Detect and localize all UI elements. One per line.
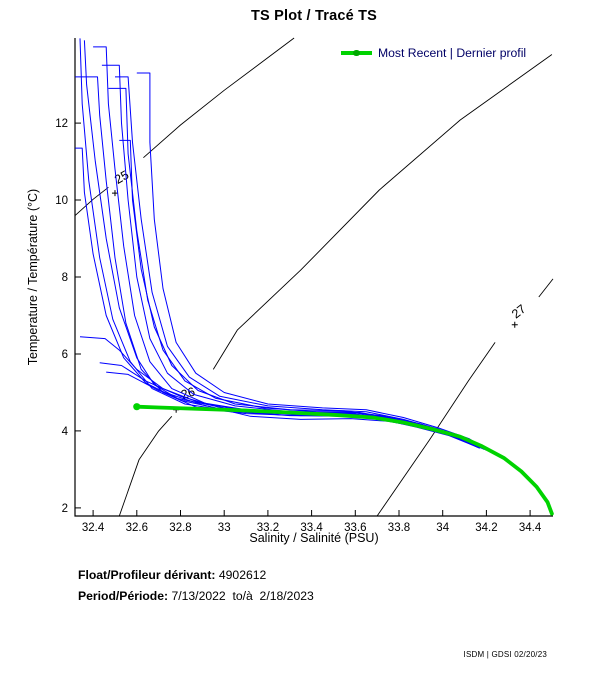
- x-tick-label: 33.4: [300, 522, 323, 534]
- x-tick-label: 33.2: [257, 522, 279, 534]
- x-tick-label: 32.8: [169, 522, 191, 534]
- isopycnal-27-label: 27: [509, 302, 529, 322]
- axis-lines: [74, 38, 553, 517]
- x-tick-label: 33: [218, 522, 231, 534]
- float-id-value: 4902612: [215, 568, 267, 582]
- isopycnal-25-line: [143, 37, 295, 159]
- period-line: Period/Période: 7/13/2022 to/à 2/18/2023: [78, 589, 314, 603]
- x-tick-label: 33.6: [344, 522, 366, 534]
- isopycnal-27-line: [538, 278, 554, 298]
- profile-line: [108, 87, 485, 450]
- watermark: ISDM | GDSI 02/20/23: [463, 650, 547, 659]
- x-axis-label: Salinity / Salinité (PSU): [249, 531, 379, 545]
- most-recent-line: [134, 404, 554, 516]
- most-recent-start-marker: [133, 403, 141, 411]
- float-id-label: Float/Profileur dérivant:: [78, 568, 216, 582]
- profile-line: [115, 76, 487, 451]
- isopycnal-27-plus: [511, 321, 518, 328]
- float-id-line: Float/Profileur dérivant: 4902612: [78, 568, 314, 582]
- profile-line: [75, 147, 470, 443]
- legend: Most Recent | Dernier profil: [341, 45, 526, 61]
- footer: Float/Profileur dérivant: 4902612 Period…: [78, 568, 314, 610]
- profile-line: [75, 76, 483, 449]
- profile-line: [79, 336, 481, 448]
- profile-line: [119, 139, 483, 449]
- profile-line: [83, 40, 476, 447]
- isopycnal-26-line: [212, 54, 553, 370]
- isopycnal-27-line: [376, 342, 496, 517]
- profile-line: [99, 362, 474, 445]
- isopycnal-25-line: [74, 186, 109, 216]
- legend-label: Most Recent | Dernier profil: [378, 46, 527, 60]
- x-tick-label: 34.4: [519, 522, 542, 534]
- y-tick-label: 6: [62, 349, 68, 361]
- page-title: TS Plot / Tracé TS: [250, 8, 378, 24]
- x-tick-label: 33.8: [388, 522, 410, 534]
- profile-line: [136, 72, 487, 450]
- x-tick-label: 32.4: [82, 522, 105, 534]
- period-value: 7/13/2022 to/à 2/18/2023: [168, 589, 314, 603]
- period-label: Period/Période:: [78, 589, 169, 603]
- x-tick-label: 34: [436, 522, 449, 534]
- y-tick-label: 4: [62, 426, 69, 438]
- y-tick-label: 10: [55, 195, 68, 207]
- legend-line-sample: [341, 50, 372, 56]
- profile-line: [101, 64, 481, 447]
- profile-line: [93, 46, 487, 451]
- profile-line: [79, 38, 478, 448]
- y-tick-label: 8: [62, 272, 68, 284]
- x-tick-label: 34.2: [475, 522, 497, 534]
- y-tick-label: 2: [62, 503, 68, 515]
- isopycnal-26-line: [118, 415, 173, 517]
- y-tick-label: 12: [55, 118, 68, 130]
- legend-marker: [353, 50, 360, 56]
- isopycnal-25-plus: [111, 190, 118, 197]
- x-tick-label: 32.6: [126, 522, 148, 534]
